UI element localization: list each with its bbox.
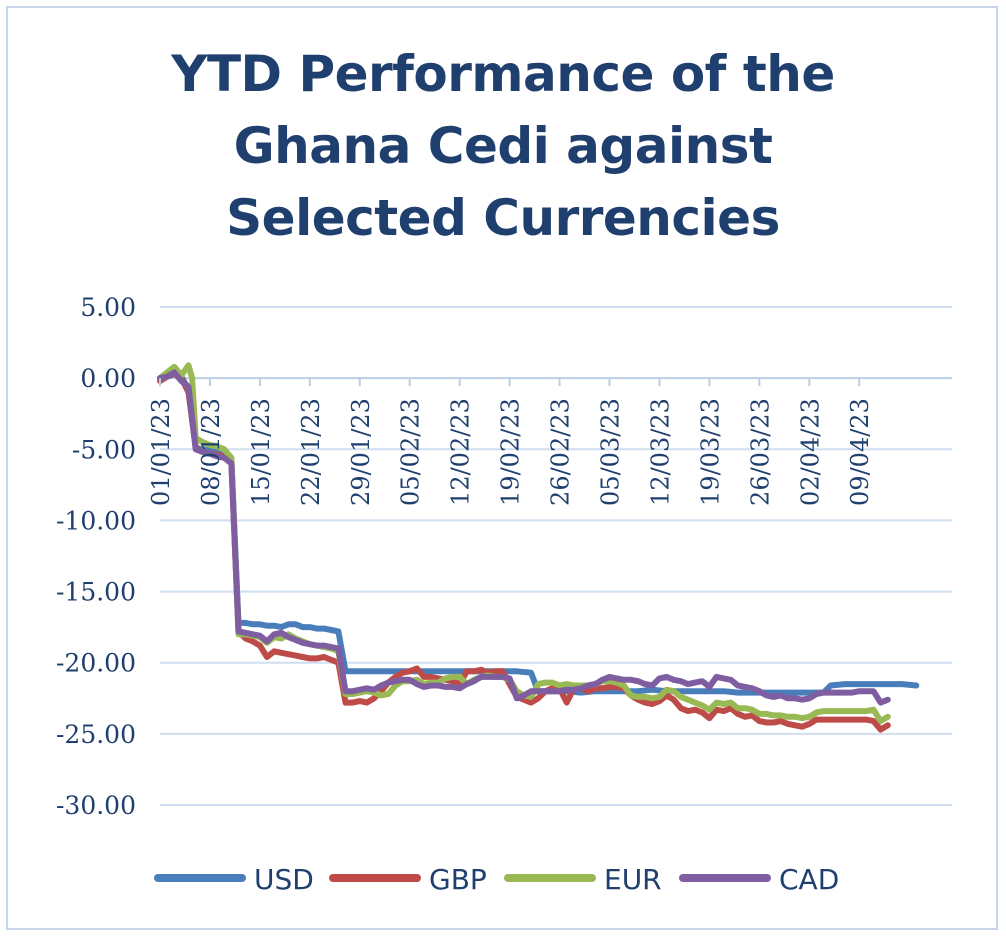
x-tick-label: 29/01/23 (347, 398, 375, 506)
x-tick-label: 09/04/23 (846, 398, 874, 506)
y-tick-label: -30.00 (56, 791, 136, 820)
x-tick-label: 05/02/23 (397, 398, 425, 506)
x-tick-label: 19/02/23 (497, 398, 525, 506)
x-tick-label: 26/03/23 (746, 398, 774, 506)
y-tick-label: -15.00 (56, 578, 136, 607)
series-line-gbp (157, 370, 891, 733)
x-tick-label: 05/03/23 (597, 398, 625, 506)
legend: USD GBP EUR CAD (154, 863, 839, 896)
legend-label-eur: EUR (604, 863, 662, 896)
x-axis: 01/01/23 08/01/23 15/01/23 22/01/23 29/01/23… (147, 378, 874, 506)
x-tick-label: 12/03/23 (646, 398, 674, 506)
chart-title-line-1: YTD Performance of the (171, 45, 835, 103)
chart-title: YTD Performance of the Ghana Cedi agains… (0, 38, 1006, 254)
legend-label-cad: CAD (779, 863, 839, 896)
gridlines (160, 306, 952, 806)
legend-label-usd: USD (254, 863, 314, 896)
chart-title-line-2: Ghana Cedi against (233, 117, 773, 175)
x-tick-label: 15/01/23 (247, 398, 275, 506)
chart-frame (6, 6, 998, 930)
x-tick-label: 02/04/23 (796, 398, 824, 506)
series-lines (157, 362, 920, 733)
y-tick-label: -5.00 (72, 435, 136, 464)
x-tick-label: 22/01/23 (297, 398, 325, 506)
y-tick-label: 5.00 (80, 293, 136, 322)
y-tick-label: -10.00 (56, 506, 136, 535)
x-tick-label: 01/01/23 (147, 398, 175, 506)
x-tick-label: 19/03/23 (696, 398, 724, 506)
y-axis: 5.00 0.00 -5.00 -10.00 -15.00 -20.00 -25.00 -30… (56, 293, 136, 820)
x-tick-label: 08/01/23 (197, 398, 225, 506)
legend-label-gbp: GBP (429, 863, 487, 896)
x-tick-label: 26/02/23 (547, 398, 575, 506)
x-tick-label: 12/02/23 (447, 398, 475, 506)
y-tick-label: -25.00 (56, 720, 136, 749)
series-line-cad (157, 369, 891, 706)
chart-title-line-3: Selected Currencies (226, 189, 780, 247)
y-tick-label: 0.00 (80, 364, 136, 393)
y-tick-label: -20.00 (56, 649, 136, 678)
